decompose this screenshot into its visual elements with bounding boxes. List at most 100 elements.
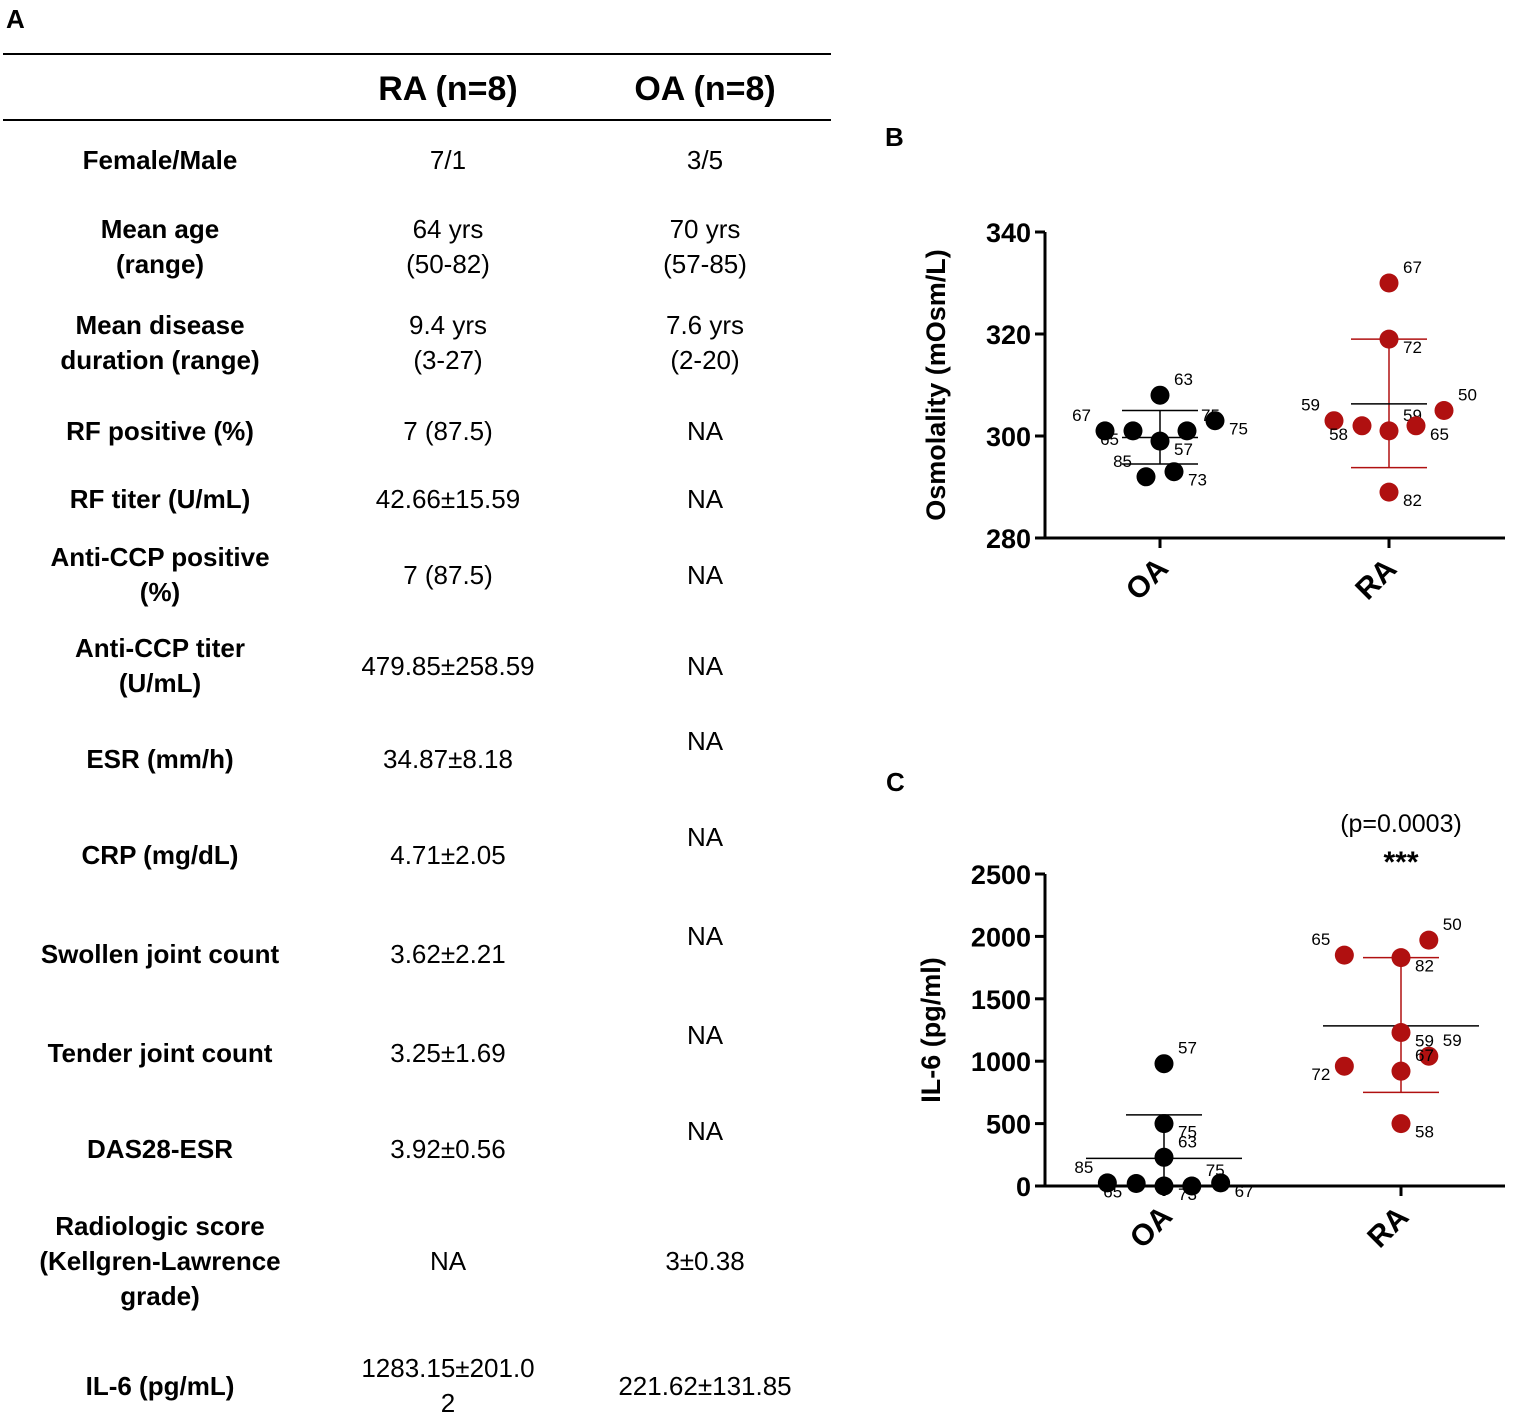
data-point bbox=[1150, 431, 1170, 451]
oa-value: NA bbox=[686, 1019, 724, 1050]
x-tick-label: OA bbox=[1124, 1200, 1179, 1255]
row-label: Anti-CCP positive (%) bbox=[50, 542, 270, 607]
y-tick-label: 340 bbox=[986, 218, 1031, 248]
y-tick-label: 2000 bbox=[971, 922, 1031, 952]
ra-value: 4.71±2.05 bbox=[390, 839, 506, 870]
y-axis-label: Osmolality (mOsm/L) bbox=[921, 249, 951, 521]
row-label: Tender joint count bbox=[47, 1037, 273, 1068]
point-label: 67 bbox=[1403, 258, 1422, 277]
data-point bbox=[1391, 1022, 1411, 1042]
point-label: 72 bbox=[1311, 1065, 1330, 1084]
point-label: 63 bbox=[1174, 370, 1193, 389]
row-label: ESR (mm/h) bbox=[86, 743, 234, 774]
clinical-table: A RA (n=8) OA (n=8) Female/Male 7/1 3/5 Mea… bbox=[3, 4, 831, 1418]
data-point bbox=[1379, 482, 1399, 502]
data-point bbox=[1379, 421, 1399, 441]
point-label: 65 bbox=[1100, 430, 1119, 449]
point-label: 50 bbox=[1443, 915, 1462, 934]
data-point bbox=[1391, 1114, 1411, 1134]
point-label: 67 bbox=[1415, 1046, 1434, 1065]
oa-value: NA bbox=[686, 415, 724, 446]
ra-value: 3.62±2.21 bbox=[390, 938, 506, 969]
row-label: DAS28-ESR bbox=[87, 1133, 233, 1164]
point-label: 50 bbox=[1458, 386, 1477, 405]
oa-value: 7.6 yrs (2-20) bbox=[665, 310, 745, 375]
data-point bbox=[1419, 1046, 1439, 1066]
row-label: RF titer (U/mL) bbox=[69, 483, 251, 514]
point-label: 75 bbox=[1178, 1123, 1197, 1142]
oa-value: NA bbox=[686, 1115, 724, 1146]
data-point bbox=[1352, 416, 1372, 436]
panel-b-label: B bbox=[885, 122, 904, 152]
row-label: CRP (mg/dL) bbox=[81, 839, 239, 870]
y-tick-label: 320 bbox=[986, 320, 1031, 350]
data-point bbox=[1182, 1176, 1202, 1196]
y-tick-label: 2500 bbox=[971, 860, 1031, 890]
point-label: 85 bbox=[1074, 1158, 1093, 1177]
data-point bbox=[1419, 930, 1439, 950]
y-tick-label: 300 bbox=[986, 422, 1031, 452]
data-point bbox=[1391, 948, 1411, 968]
data-point bbox=[1205, 411, 1225, 431]
oa-value: NA bbox=[686, 559, 724, 590]
data-point bbox=[1164, 462, 1184, 482]
ra-value: NA bbox=[429, 1245, 467, 1276]
data-point bbox=[1177, 421, 1197, 441]
point-label: 82 bbox=[1403, 491, 1422, 510]
data-point bbox=[1391, 1061, 1411, 1081]
point-label: 63 bbox=[1178, 1132, 1197, 1151]
y-tick-label: 280 bbox=[986, 524, 1031, 554]
data-point bbox=[1379, 329, 1399, 349]
data-point bbox=[1211, 1173, 1231, 1193]
oa-value: NA bbox=[686, 920, 724, 951]
data-point bbox=[1150, 385, 1170, 405]
table-header-rule bbox=[3, 119, 831, 121]
ra-value: 64 yrs (50-82) bbox=[406, 214, 490, 279]
ra-value: 7 (87.5) bbox=[403, 415, 493, 446]
oa-value: 70 yrs (57-85) bbox=[663, 214, 747, 279]
x-tick-label: RA bbox=[1361, 1200, 1415, 1254]
y-tick-label: 1500 bbox=[971, 985, 1031, 1015]
ra-value: 9.4 yrs (3-27) bbox=[408, 310, 488, 375]
panel-c-label: C bbox=[886, 767, 905, 797]
point-label: 65 bbox=[1311, 930, 1330, 949]
table-top-rule bbox=[3, 53, 831, 55]
oa-value: 3/5 bbox=[686, 144, 724, 175]
header-oa: OA (n=8) bbox=[634, 70, 776, 108]
ra-value: 34.87±8.18 bbox=[383, 743, 513, 774]
panel-a-label: A bbox=[6, 4, 25, 34]
data-point bbox=[1126, 1174, 1146, 1194]
oa-value: NA bbox=[686, 650, 724, 681]
data-point bbox=[1434, 401, 1454, 420]
point-label: 65 bbox=[1430, 425, 1449, 444]
row-label: Radiologic score (Kellgren-Lawrence grad… bbox=[39, 1210, 281, 1311]
data-point bbox=[1097, 1173, 1117, 1193]
data-point bbox=[1154, 1147, 1174, 1167]
point-label: 72 bbox=[1403, 338, 1422, 357]
ra-value: 7 (87.5) bbox=[403, 559, 493, 590]
point-label: 58 bbox=[1415, 1123, 1434, 1142]
row-label: Female/Male bbox=[82, 144, 238, 175]
row-label: Swollen joint count bbox=[40, 938, 280, 969]
row-label: Mean age (range) bbox=[100, 214, 220, 279]
point-label: 82 bbox=[1415, 957, 1434, 976]
point-label: 85 bbox=[1113, 452, 1132, 471]
data-point bbox=[1406, 416, 1426, 436]
data-point bbox=[1095, 421, 1115, 441]
point-label: 67 bbox=[1235, 1182, 1254, 1201]
ra-value: 1283.15±201.0 2 bbox=[361, 1353, 535, 1418]
y-tick-label: 1000 bbox=[971, 1047, 1031, 1077]
p-value-annotation: (p=0.0003) bbox=[1340, 810, 1462, 838]
data-point bbox=[1334, 1056, 1354, 1076]
data-point bbox=[1123, 421, 1143, 441]
ra-value: 479.85±258.59 bbox=[361, 650, 535, 681]
data-point bbox=[1154, 1176, 1174, 1196]
row-label: Anti-CCP titer (U/mL) bbox=[75, 633, 245, 698]
oa-value: NA bbox=[686, 725, 724, 756]
ra-value: 3.25±1.69 bbox=[390, 1037, 506, 1068]
point-label: 59 bbox=[1443, 1031, 1462, 1050]
ra-value: 42.66±15.59 bbox=[375, 483, 521, 514]
y-tick-label: 0 bbox=[1016, 1172, 1031, 1202]
oa-value: 221.62±131.85 bbox=[618, 1370, 792, 1401]
data-point bbox=[1154, 1054, 1174, 1074]
